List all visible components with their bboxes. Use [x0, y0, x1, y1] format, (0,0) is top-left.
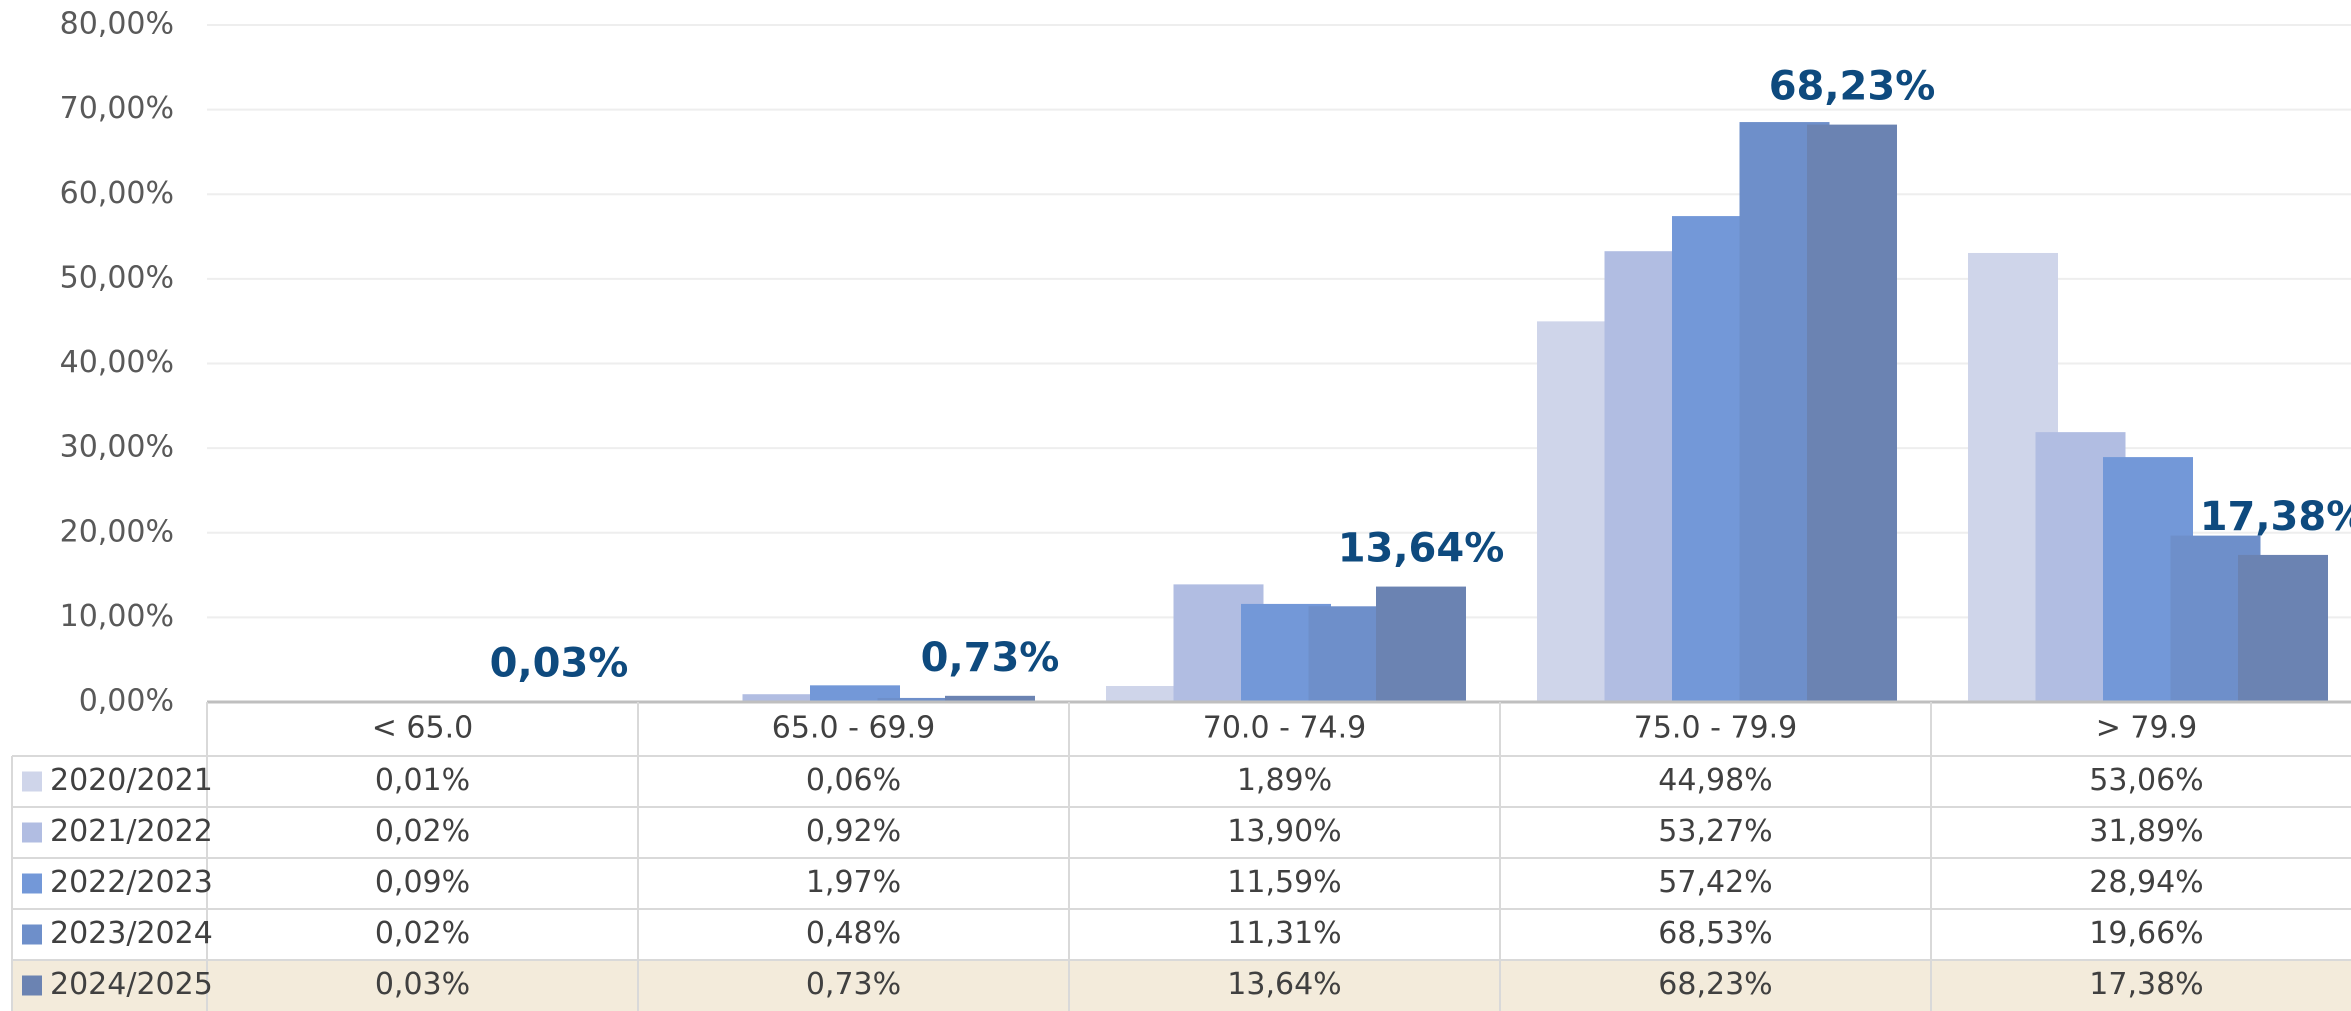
y-tick-label: 20,00% [60, 514, 174, 549]
table-cell: 13,64% [1227, 967, 1341, 1002]
legend-swatch [22, 925, 42, 945]
legend-swatch [22, 874, 42, 894]
x-tick-label: 70.0 - 74.9 [1203, 711, 1367, 746]
table-cell: 0,02% [375, 916, 470, 951]
table-cell: 44,98% [1658, 763, 1772, 798]
data-label: 17,38% [2200, 494, 2351, 540]
legend-label: 2021/2022 [50, 814, 213, 849]
table-cell: 31,89% [2089, 814, 2203, 849]
legend-label: 2020/2021 [50, 763, 213, 798]
table-cell: 0,09% [375, 865, 470, 900]
table-cell: 53,06% [2089, 763, 2203, 798]
y-tick-label: 70,00% [60, 91, 174, 126]
x-tick-label: 65.0 - 69.9 [772, 711, 936, 746]
bar [1807, 125, 1897, 702]
data-label: 68,23% [1769, 64, 1936, 110]
table-cell: 0,06% [806, 763, 901, 798]
y-tick-label: 50,00% [60, 260, 174, 295]
x-tick-label: > 79.9 [2096, 711, 2197, 746]
y-tick-label: 80,00% [60, 7, 174, 42]
x-tick-label: < 65.0 [372, 711, 473, 746]
legend-label: 2022/2023 [50, 865, 213, 900]
table-cell: 28,94% [2089, 865, 2203, 900]
bar [2238, 555, 2328, 702]
bar [1376, 587, 1466, 702]
table-cell: 13,90% [1227, 814, 1341, 849]
y-tick-label: 0,00% [79, 684, 174, 719]
table-cell: 0,02% [375, 814, 470, 849]
legend-swatch [22, 772, 42, 792]
table-cell: 53,27% [1658, 814, 1772, 849]
y-tick-label: 30,00% [60, 430, 174, 465]
row-highlight [12, 960, 2351, 1011]
y-tick-label: 10,00% [60, 599, 174, 634]
table-cell: 1,89% [1237, 763, 1332, 798]
data-label: 0,73% [921, 635, 1060, 681]
data-label: 13,64% [1338, 526, 1505, 572]
x-tick-label: 75.0 - 79.9 [1634, 711, 1798, 746]
table-cell: 19,66% [2089, 916, 2203, 951]
table-cell: 0,01% [375, 763, 470, 798]
table-cell: 11,59% [1227, 865, 1341, 900]
table-cell: 0,03% [375, 967, 470, 1002]
table-cell: 0,48% [806, 916, 901, 951]
legend-label: 2024/2025 [50, 967, 213, 1002]
table-cell: 68,53% [1658, 916, 1772, 951]
table-cell: 11,31% [1227, 916, 1341, 951]
y-tick-label: 40,00% [60, 345, 174, 380]
chart: 0,00% 10,00% 20,00% 30,00% 40,00% 50,00% 60,00… [0, 0, 2351, 1011]
page: 0,00% 10,00% 20,00% 30,00% 40,00% 50,00% 60,00… [0, 0, 2351, 1011]
table-cell: 1,97% [806, 865, 901, 900]
data-label: 0,03% [490, 641, 629, 687]
table-cell: 0,92% [806, 814, 901, 849]
y-tick-label: 60,00% [60, 176, 174, 211]
legend-label: 2023/2024 [50, 916, 213, 951]
legend-swatch [22, 823, 42, 843]
table-cell: 57,42% [1658, 865, 1772, 900]
table-cell: 68,23% [1658, 967, 1772, 1002]
table-cell: 17,38% [2089, 967, 2203, 1002]
table-cell: 0,73% [806, 967, 901, 1002]
legend-swatch [22, 976, 42, 996]
